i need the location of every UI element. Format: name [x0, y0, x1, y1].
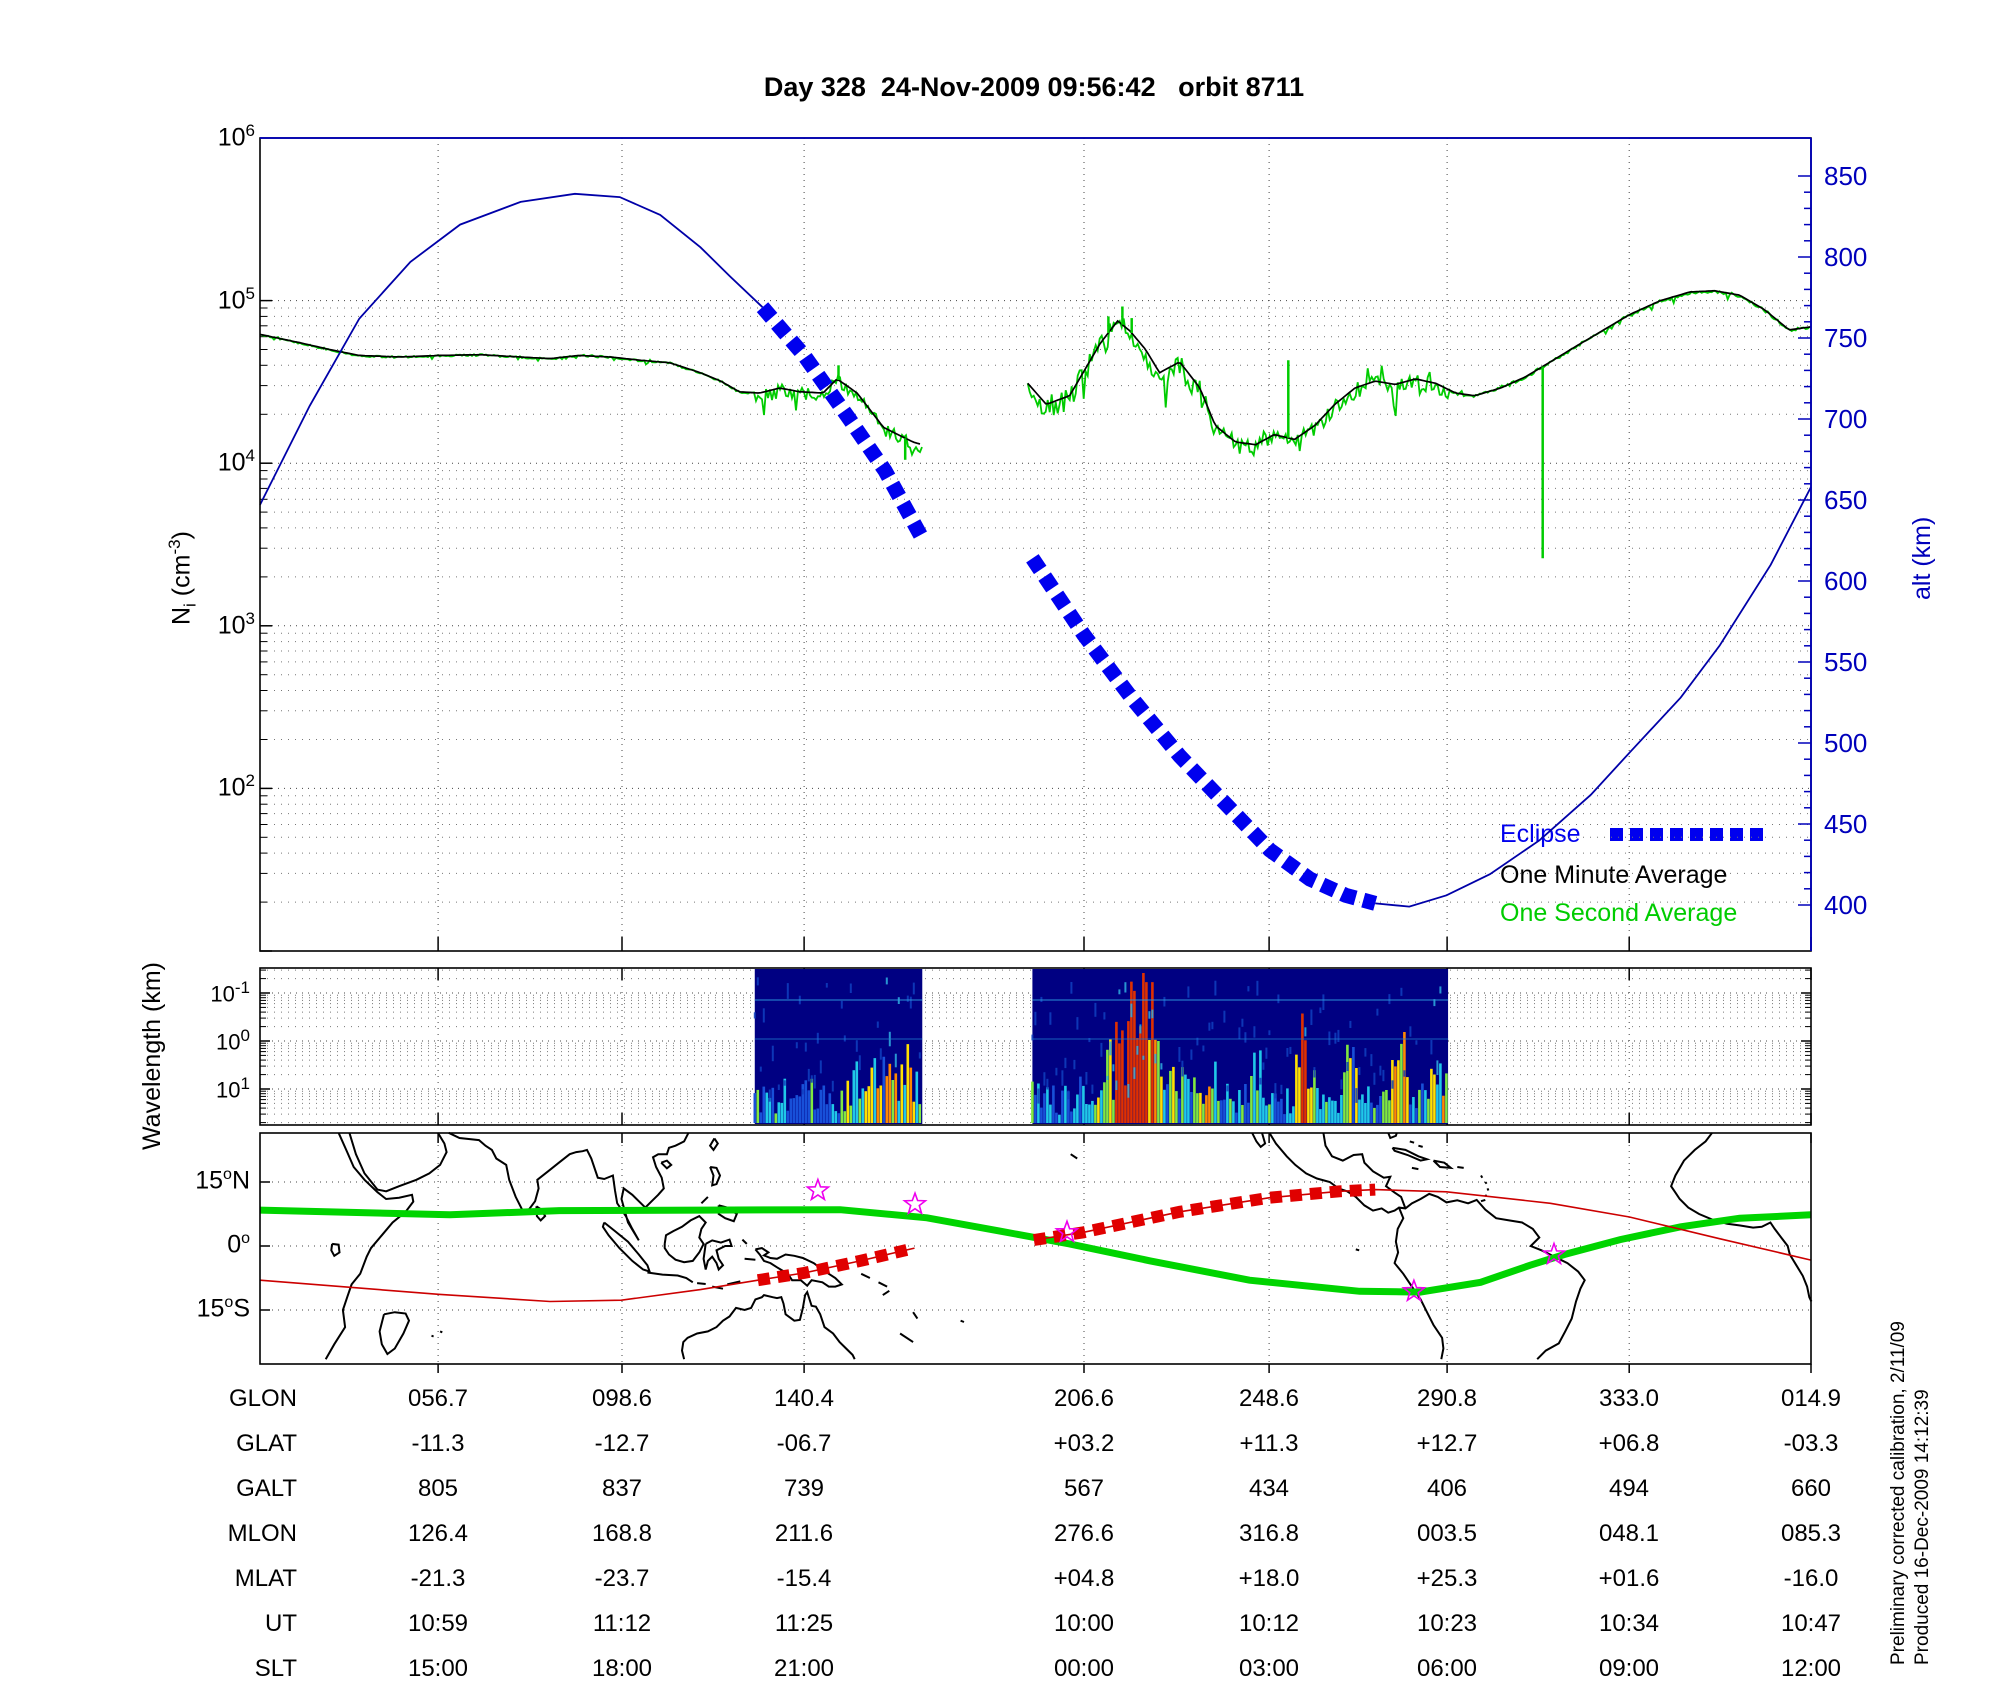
legend-eclipse-dash-swatch: [1610, 828, 1763, 841]
table-cell: 276.6: [1053, 1520, 1115, 1547]
table-cell: 003.5: [1416, 1520, 1478, 1547]
table-row-label: GLAT: [236, 1430, 297, 1457]
table-cell: 014.9: [1780, 1385, 1842, 1412]
table-cell: 12:00: [1780, 1655, 1842, 1682]
table-cell: 10:34: [1598, 1610, 1660, 1637]
table-row-label: MLAT: [234, 1565, 297, 1592]
table-cell: 316.8: [1238, 1520, 1300, 1547]
table-row-label: SLT: [254, 1655, 297, 1682]
table-cell: 805: [417, 1475, 459, 1502]
table-cell: -21.3: [410, 1565, 466, 1592]
altitude-ytick-label: 400: [1824, 890, 1868, 920]
table-cell: 21:00: [773, 1655, 835, 1682]
table-cell: 333.0: [1598, 1385, 1660, 1412]
altitude-ytick-label: 850: [1824, 161, 1868, 191]
altitude-ytick-label: 800: [1824, 242, 1868, 272]
table-cell: 098.6: [591, 1385, 653, 1412]
table-cell: 10:47: [1780, 1610, 1842, 1637]
table-cell: 290.8: [1416, 1385, 1478, 1412]
altitude-ytick-label: 600: [1824, 566, 1868, 596]
table-cell: 434: [1248, 1475, 1290, 1502]
table-cell: +11.3: [1239, 1430, 1299, 1457]
table-cell: 494: [1608, 1475, 1650, 1502]
table-cell: 10:00: [1053, 1610, 1115, 1637]
map-lat-label: 15oN: [195, 1166, 250, 1195]
altitude-ytick-label: 500: [1824, 728, 1868, 758]
table-cell: -15.4: [776, 1565, 832, 1592]
table-cell: 406: [1426, 1475, 1468, 1502]
table-cell: +12.7: [1416, 1430, 1478, 1457]
table-cell: 085.3: [1780, 1520, 1842, 1547]
altitude-ytick-label: 450: [1824, 809, 1868, 839]
table-cell: 06:00: [1416, 1655, 1478, 1682]
figure-title: Day 328 24-Nov-2009 09:56:42 orbit 8711: [763, 72, 1305, 102]
wavelength-ytick-label: 100: [216, 1026, 250, 1055]
table-cell: -03.3: [1783, 1430, 1839, 1457]
table-cell: -12.7: [594, 1430, 650, 1457]
table-cell: 211.6: [774, 1520, 834, 1547]
table-row-label: GALT: [236, 1475, 297, 1502]
table-cell: 11:25: [774, 1610, 834, 1637]
table-row-label: MLON: [227, 1520, 297, 1547]
table-cell: 056.7: [407, 1385, 469, 1412]
wavelength-ytick-label: 10-1: [210, 978, 250, 1007]
map-lat-label: 15oS: [196, 1294, 250, 1323]
table-cell: 00:00: [1053, 1655, 1115, 1682]
table-cell: 10:23: [1416, 1610, 1478, 1637]
table-cell: 11:12: [592, 1610, 652, 1637]
legend-one-minute-label: One Minute Average: [1500, 861, 1728, 889]
table-row-label: GLON: [228, 1385, 297, 1412]
table-cell: -16.0: [1783, 1565, 1839, 1592]
table-cell: 126.4: [407, 1520, 469, 1547]
table-cell: 10:12: [1238, 1610, 1300, 1637]
density-ytick-label: 103: [217, 609, 255, 640]
table-cell: 206.6: [1053, 1385, 1115, 1412]
map-lat-label: 0o: [227, 1230, 250, 1259]
table-cell: 739: [783, 1475, 825, 1502]
altitude-ytick-label: 700: [1824, 404, 1868, 434]
table-cell: 15:00: [407, 1655, 469, 1682]
table-cell: 567: [1063, 1475, 1105, 1502]
table-cell: +18.0: [1238, 1565, 1300, 1592]
table-cell: -06.7: [776, 1430, 832, 1457]
table-cell: 09:00: [1598, 1655, 1660, 1682]
table-cell: 10:59: [407, 1610, 469, 1637]
table-cell: +03.2: [1053, 1430, 1115, 1457]
table-cell: 837: [601, 1475, 643, 1502]
density-ytick-label: 102: [217, 771, 255, 802]
density-ytick-label: 104: [217, 446, 255, 477]
table-cell: -11.3: [411, 1430, 465, 1457]
table-cell: +25.3: [1416, 1565, 1478, 1592]
wavelength-ytick-label: 101: [216, 1074, 250, 1103]
altitude-ytick-label: 550: [1824, 647, 1868, 677]
density-ytick-label: 106: [217, 121, 255, 152]
legend-one-second-label: One Second Average: [1500, 899, 1738, 927]
table-row-label: UT: [265, 1610, 297, 1637]
altitude-ytick-label: 750: [1824, 323, 1868, 353]
table-cell: +01.6: [1598, 1565, 1660, 1592]
table-cell: 140.4: [773, 1385, 835, 1412]
table-cell: +04.8: [1053, 1565, 1115, 1592]
density-ytick-label: 105: [217, 284, 255, 315]
table-cell: 048.1: [1598, 1520, 1660, 1547]
table-cell: 660: [1790, 1475, 1832, 1502]
table-cell: -23.7: [594, 1565, 650, 1592]
altitude-ytick-label: 650: [1824, 485, 1868, 515]
table-cell: 248.6: [1238, 1385, 1300, 1412]
table-cell: 18:00: [591, 1655, 653, 1682]
table-cell: 168.8: [591, 1520, 653, 1547]
table-cell: +06.8: [1598, 1430, 1660, 1457]
table-cell: 03:00: [1238, 1655, 1300, 1682]
